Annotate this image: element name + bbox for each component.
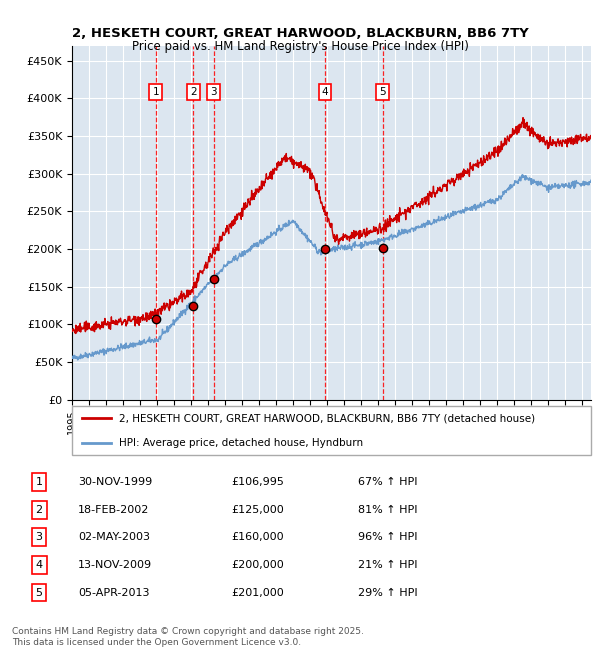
Text: 05-APR-2013: 05-APR-2013 — [78, 588, 150, 597]
Text: 5: 5 — [35, 588, 43, 597]
Text: 3: 3 — [211, 87, 217, 98]
Text: 18-FEB-2002: 18-FEB-2002 — [78, 505, 149, 515]
Text: 1: 1 — [152, 87, 159, 98]
Text: 3: 3 — [35, 532, 43, 542]
Text: £106,995: £106,995 — [231, 477, 284, 488]
Text: Price paid vs. HM Land Registry's House Price Index (HPI): Price paid vs. HM Land Registry's House … — [131, 40, 469, 53]
Text: 4: 4 — [35, 560, 43, 570]
Text: 1: 1 — [35, 477, 43, 488]
Text: £160,000: £160,000 — [231, 532, 284, 542]
Text: £125,000: £125,000 — [231, 505, 284, 515]
Text: 2: 2 — [35, 505, 43, 515]
Text: 2, HESKETH COURT, GREAT HARWOOD, BLACKBURN, BB6 7TY (detached house): 2, HESKETH COURT, GREAT HARWOOD, BLACKBU… — [119, 413, 535, 423]
Text: HPI: Average price, detached house, Hyndburn: HPI: Average price, detached house, Hynd… — [119, 438, 363, 448]
Text: 96% ↑ HPI: 96% ↑ HPI — [358, 532, 417, 542]
Text: 5: 5 — [379, 87, 386, 98]
Text: 13-NOV-2009: 13-NOV-2009 — [78, 560, 152, 570]
Text: 2: 2 — [190, 87, 196, 98]
Text: 21% ↑ HPI: 21% ↑ HPI — [358, 560, 417, 570]
Text: 4: 4 — [322, 87, 328, 98]
Text: 81% ↑ HPI: 81% ↑ HPI — [358, 505, 417, 515]
Text: £200,000: £200,000 — [231, 560, 284, 570]
Text: 30-NOV-1999: 30-NOV-1999 — [78, 477, 152, 488]
Text: 29% ↑ HPI: 29% ↑ HPI — [358, 588, 417, 597]
Text: 02-MAY-2003: 02-MAY-2003 — [78, 532, 150, 542]
FancyBboxPatch shape — [72, 406, 591, 455]
Text: Contains HM Land Registry data © Crown copyright and database right 2025.
This d: Contains HM Land Registry data © Crown c… — [12, 627, 364, 647]
Text: 67% ↑ HPI: 67% ↑ HPI — [358, 477, 417, 488]
Text: £201,000: £201,000 — [231, 588, 284, 597]
Text: 2, HESKETH COURT, GREAT HARWOOD, BLACKBURN, BB6 7TY: 2, HESKETH COURT, GREAT HARWOOD, BLACKBU… — [71, 27, 529, 40]
